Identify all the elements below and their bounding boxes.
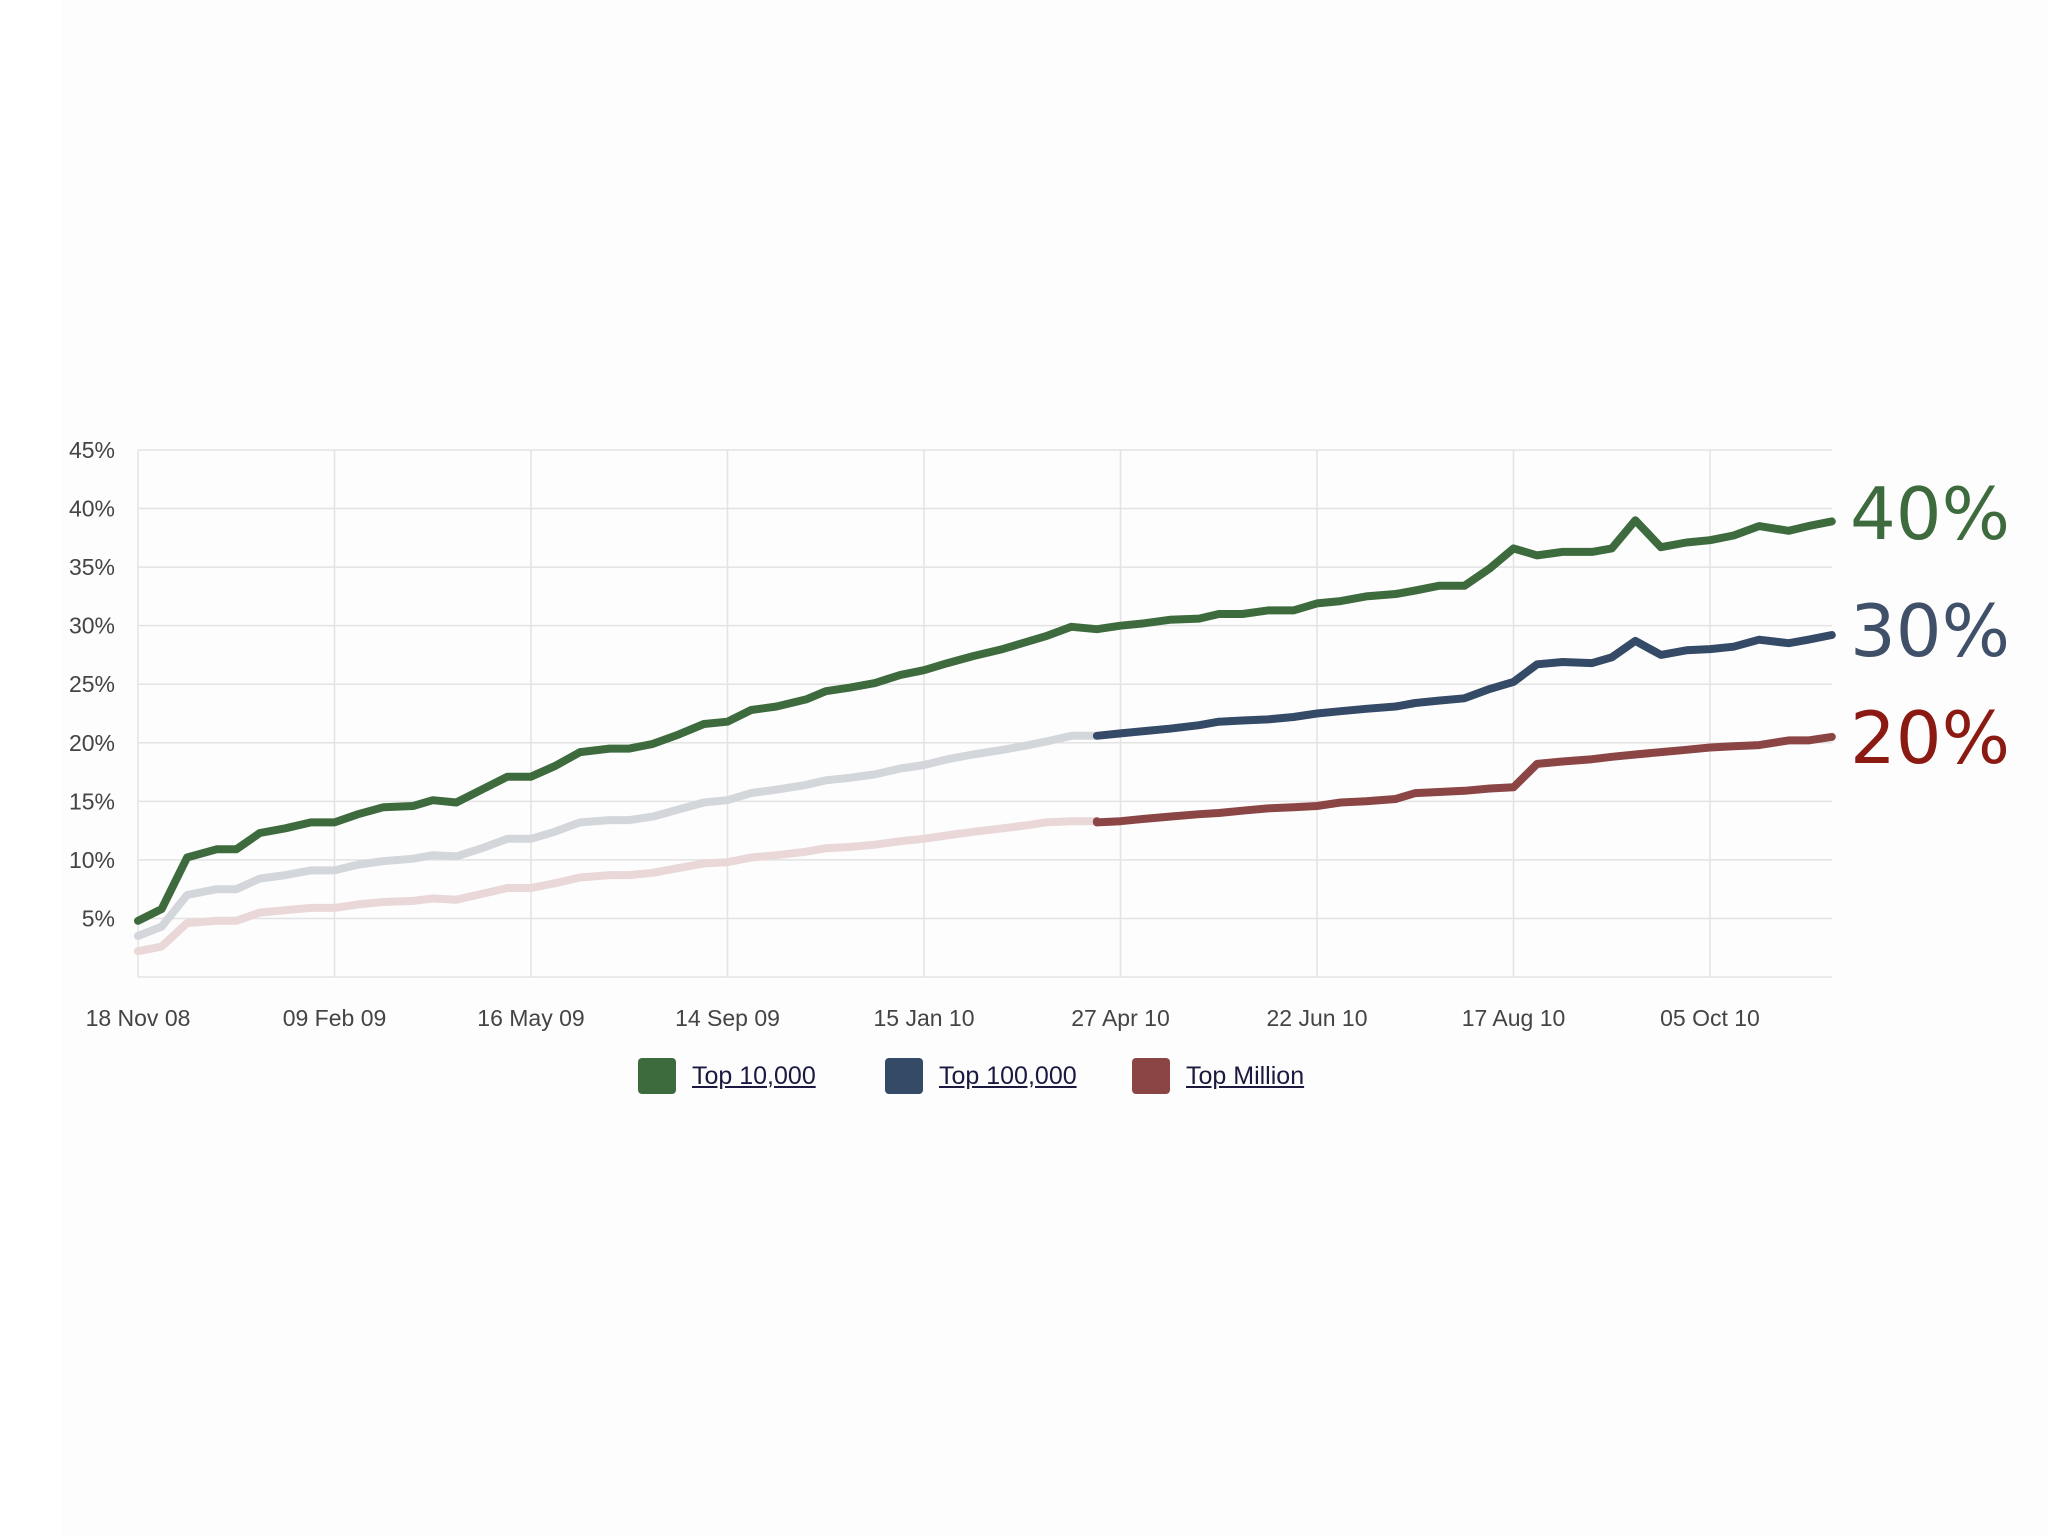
x-tick-label: 27 Apr 10 bbox=[1071, 1005, 1169, 1031]
x-tick-label: 15 Jan 10 bbox=[873, 1005, 974, 1031]
series-line-top-10-000 bbox=[134, 516, 1836, 925]
series-line-top-100-000 bbox=[1092, 631, 1836, 740]
callout-label: 20% bbox=[1850, 696, 2010, 780]
series-line-top-million bbox=[1092, 732, 1836, 827]
series-line-top-million-faded bbox=[134, 817, 1101, 956]
x-tick-label: 05 Oct 10 bbox=[1660, 1005, 1760, 1031]
callout-label: 40% bbox=[1850, 472, 2010, 556]
legend-link[interactable]: Top Million bbox=[1186, 1061, 1305, 1090]
legend-item[interactable]: Top 10,000 bbox=[638, 1058, 816, 1094]
legend: Top 10,000 Top 100,000 Top Million bbox=[0, 1058, 2048, 1108]
callout-labels: 40% 30% 20% bbox=[1850, 472, 2010, 780]
legend-swatch bbox=[885, 1058, 923, 1094]
legend-link[interactable]: Top 10,000 bbox=[692, 1061, 816, 1090]
x-tick-label: 09 Feb 09 bbox=[283, 1005, 387, 1031]
x-tick-label: 18 Nov 08 bbox=[86, 1005, 191, 1031]
x-tick-label: 14 Sep 09 bbox=[675, 1005, 780, 1031]
legend-link[interactable]: Top 100,000 bbox=[939, 1061, 1077, 1090]
y-tick-label: 10% bbox=[69, 847, 115, 873]
legend-swatch bbox=[638, 1058, 676, 1094]
series-line-top-100-000-faded bbox=[134, 731, 1101, 940]
y-axis-ticks: 45% 40% 35% 30% 25% 20% 15% 10% 5% bbox=[69, 437, 115, 931]
y-tick-label: 30% bbox=[69, 613, 115, 639]
legend-item[interactable]: Top 100,000 bbox=[885, 1058, 1077, 1094]
callout-label: 30% bbox=[1850, 589, 2010, 673]
x-tick-label: 22 Jun 10 bbox=[1266, 1005, 1367, 1031]
y-tick-label: 15% bbox=[69, 788, 115, 814]
y-tick-label: 40% bbox=[69, 496, 115, 522]
y-tick-label: 25% bbox=[69, 671, 115, 697]
x-tick-label: 17 Aug 10 bbox=[1462, 1005, 1566, 1031]
y-tick-label: 20% bbox=[69, 730, 115, 756]
y-tick-label: 5% bbox=[82, 905, 115, 931]
y-tick-label: 35% bbox=[69, 554, 115, 580]
legend-swatch bbox=[1132, 1058, 1170, 1094]
series-lines bbox=[134, 516, 1836, 956]
chart-background bbox=[62, 0, 2048, 1536]
x-tick-label: 16 May 09 bbox=[477, 1005, 584, 1031]
legend-item[interactable]: Top Million bbox=[1132, 1058, 1304, 1094]
y-tick-label: 45% bbox=[69, 437, 115, 463]
x-axis-ticks: 18 Nov 08 09 Feb 09 16 May 09 14 Sep 09 15 J… bbox=[86, 1005, 1760, 1031]
